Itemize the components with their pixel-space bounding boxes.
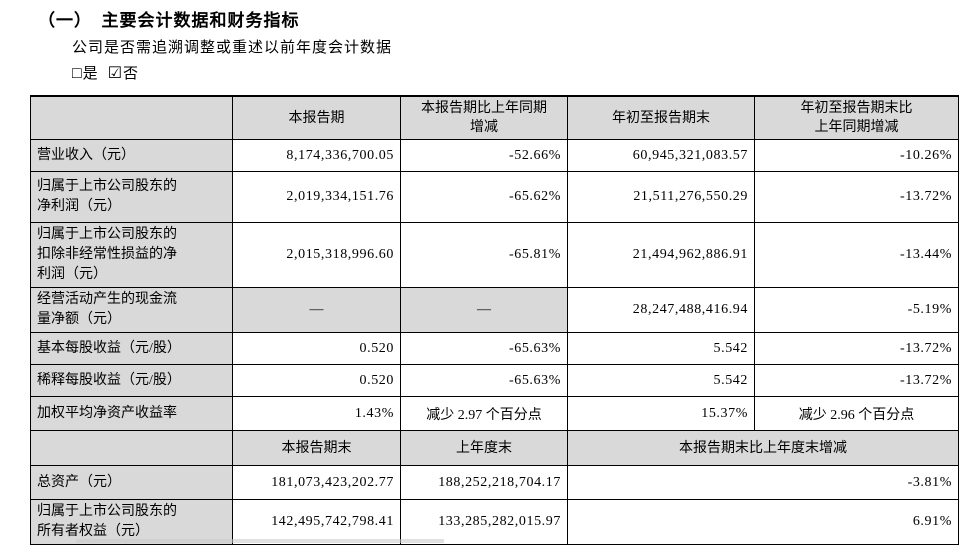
value-cell: 15.37% xyxy=(567,396,755,431)
value-cell: 1.43% xyxy=(232,396,401,431)
value-cell: -65.63% xyxy=(400,364,568,397)
restatement-question: 公司是否需追溯调整或重述以前年度会计数据 xyxy=(72,40,393,56)
value-cell: -13.72% xyxy=(754,364,959,397)
value-cell: -65.63% xyxy=(400,332,568,365)
table-row: 归属于上市公司股东的 扣除非经常性损益的净 利润（元） 2,015,318,99… xyxy=(30,222,959,288)
table-row: 营业收入（元） 8,174,336,700.05 -52.66% 60,945,… xyxy=(30,139,959,172)
value-cell: — xyxy=(232,287,401,333)
value-cell: 142,495,742,798.41 xyxy=(232,499,401,545)
value-cell: -13.72% xyxy=(754,171,959,223)
checkbox-checked-icon: ☑ xyxy=(107,65,123,82)
column-header-blank xyxy=(30,95,233,140)
checkbox-yes: □是 xyxy=(72,65,98,82)
table-row: 基本每股收益（元/股） 0.520 -65.63% 5.542 -13.72% xyxy=(30,332,959,365)
column-header-ytd: 年初至报告期末 xyxy=(567,95,755,140)
column-header-ytd-yoy-change: 年初至报告期末比 上年同期增减 xyxy=(754,95,959,140)
clipped-next-line-remnant xyxy=(76,539,444,543)
column-header-prior-year-end: 上年度末 xyxy=(400,430,568,466)
column-header-blank xyxy=(30,430,233,466)
value-cell: 133,285,282,015.97 xyxy=(400,499,568,545)
row-label: 归属于上市公司股东的 净利润（元） xyxy=(30,171,233,223)
table-row: 经营活动产生的现金流 量净额（元） — — 28,247,488,416.94 … xyxy=(30,287,959,333)
value-cell: -10.26% xyxy=(754,139,959,172)
value-cell: 6.91% xyxy=(567,499,959,545)
value-cell: 0.520 xyxy=(232,332,401,365)
value-cell: 21,494,962,886.91 xyxy=(567,222,755,288)
table-header-row-period-end: 本报告期末 上年度末 本报告期末比上年度末增减 xyxy=(30,430,959,466)
column-header-current-period: 本报告期 xyxy=(232,95,401,140)
restatement-answer: □是 ☑否 xyxy=(72,62,148,83)
value-cell: 181,073,423,202.77 xyxy=(232,465,401,500)
table-header-row-period: 本报告期 本报告期比上年同期 增减 年初至报告期末 年初至报告期末比 上年同期增… xyxy=(30,95,959,140)
value-cell: 60,945,321,083.57 xyxy=(567,139,755,172)
row-label: 营业收入（元） xyxy=(30,139,233,172)
value-cell: 减少 2.96 个百分点 xyxy=(754,396,959,431)
value-cell: — xyxy=(400,287,568,333)
row-label: 总资产（元） xyxy=(30,465,233,500)
row-label: 经营活动产生的现金流 量净额（元） xyxy=(30,287,233,333)
row-label: 基本每股收益（元/股） xyxy=(30,332,233,365)
value-cell: 21,511,276,550.29 xyxy=(567,171,755,223)
financial-indicators-table: 本报告期 本报告期比上年同期 增减 年初至报告期末 年初至报告期末比 上年同期增… xyxy=(30,95,959,545)
checkbox-no: ☑否 xyxy=(107,65,139,82)
value-cell: -13.72% xyxy=(754,332,959,365)
value-cell: -52.66% xyxy=(400,139,568,172)
value-cell: -65.81% xyxy=(400,222,568,288)
value-cell: 减少 2.97 个百分点 xyxy=(400,396,568,431)
value-cell: 0.520 xyxy=(232,364,401,397)
value-cell: 5.542 xyxy=(567,364,755,397)
value-cell: -3.81% xyxy=(567,465,959,500)
row-label: 归属于上市公司股东的 所有者权益（元） xyxy=(30,499,233,545)
value-cell: -5.19% xyxy=(754,287,959,333)
value-cell: 8,174,336,700.05 xyxy=(232,139,401,172)
table-row: 总资产（元） 181,073,423,202.77 188,252,218,70… xyxy=(30,465,959,500)
column-header-period-end: 本报告期末 xyxy=(232,430,401,466)
checkbox-yes-label: 是 xyxy=(82,66,98,82)
value-cell: 5.542 xyxy=(567,332,755,365)
table-row: 归属于上市公司股东的 所有者权益（元） 142,495,742,798.41 1… xyxy=(30,499,959,545)
value-cell: 188,252,218,704.17 xyxy=(400,465,568,500)
value-cell: 2,015,318,996.60 xyxy=(232,222,401,288)
table-row: 归属于上市公司股东的 净利润（元） 2,019,334,151.76 -65.6… xyxy=(30,171,959,223)
value-cell: -65.62% xyxy=(400,171,568,223)
value-cell: 28,247,488,416.94 xyxy=(567,287,755,333)
section-title: （一） 主要会计数据和财务指标 xyxy=(38,11,300,30)
checkbox-no-label: 否 xyxy=(123,66,139,82)
column-header-yoy-change: 本报告期比上年同期 增减 xyxy=(400,95,568,140)
checkbox-unchecked-icon: □ xyxy=(72,65,82,82)
table-row: 稀释每股收益（元/股） 0.520 -65.63% 5.542 -13.72% xyxy=(30,364,959,397)
table-row: 加权平均净资产收益率 1.43% 减少 2.97 个百分点 15.37% 减少 … xyxy=(30,396,959,431)
row-label: 加权平均净资产收益率 xyxy=(30,396,233,431)
row-label: 归属于上市公司股东的 扣除非经常性损益的净 利润（元） xyxy=(30,222,233,288)
value-cell: -13.44% xyxy=(754,222,959,288)
row-label: 稀释每股收益（元/股） xyxy=(30,364,233,397)
value-cell: 2,019,334,151.76 xyxy=(232,171,401,223)
column-header-change-vs-prior-year-end: 本报告期末比上年度末增减 xyxy=(567,430,959,466)
